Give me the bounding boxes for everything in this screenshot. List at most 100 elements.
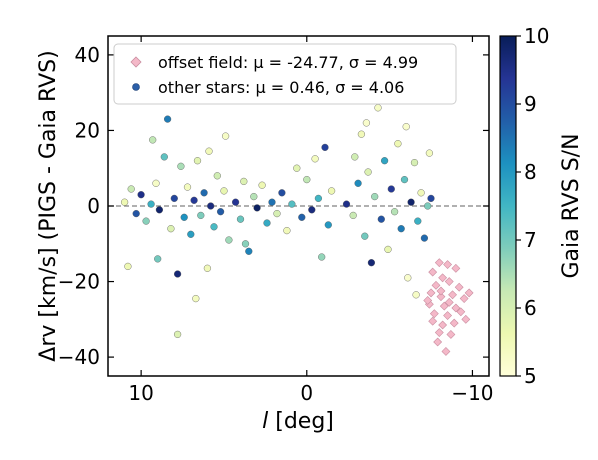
other-star-point <box>303 176 311 184</box>
x-axis-label: l [deg] <box>262 409 334 434</box>
other-star-point <box>236 215 245 223</box>
offset-field-point <box>438 320 448 330</box>
x-axis-ticks: 10 0 −10 <box>128 36 494 405</box>
x-tick-label: 10 <box>128 381 153 405</box>
offset-field-point <box>456 307 466 317</box>
other-star-point <box>258 181 266 189</box>
other-star-point <box>318 253 326 261</box>
other-star-point <box>414 217 422 225</box>
y-tick-label: −40 <box>58 345 100 369</box>
other-star-point <box>127 185 135 193</box>
legend-box <box>113 43 457 105</box>
other-star-point <box>147 200 155 208</box>
offset-field-point <box>426 288 436 298</box>
other-star-point <box>245 247 253 255</box>
other-stars-points <box>120 96 435 339</box>
other-star-point <box>174 330 182 339</box>
x-tick-label: 0 <box>300 381 313 405</box>
other-star-point <box>377 215 385 223</box>
other-star-point <box>424 202 432 210</box>
offset-field-point <box>443 260 453 269</box>
other-star-point <box>404 274 412 282</box>
other-star-point <box>241 240 250 248</box>
offset-field-point <box>454 282 464 292</box>
other-star-point <box>210 223 218 231</box>
other-star-point <box>149 136 157 144</box>
offset-field-point <box>441 347 451 356</box>
offset-field-point <box>446 330 456 339</box>
other-star-point <box>342 200 351 208</box>
other-star-point <box>407 198 415 206</box>
other-star-point <box>120 198 129 206</box>
other-star-point <box>381 157 389 165</box>
y-tick-label: 20 <box>75 118 100 142</box>
legend-marker-diamond <box>130 56 142 68</box>
other-star-point <box>314 194 323 203</box>
legend-label: offset field: μ = -24.77, σ = 4.99 <box>158 53 418 72</box>
other-star-point <box>367 259 376 267</box>
other-star-point <box>174 270 182 278</box>
other-star-point <box>200 189 208 197</box>
other-star-point <box>278 189 286 197</box>
other-star-point <box>283 227 291 235</box>
offset-field-point <box>449 318 459 328</box>
other-star-point <box>217 208 225 216</box>
other-star-point <box>420 234 429 242</box>
other-star-point <box>192 295 200 303</box>
offset-field-point <box>423 296 433 305</box>
offset-field-point <box>439 301 449 311</box>
offset-field-point <box>443 311 453 320</box>
y-axis-label: Δrv [km/s] (PIGS - Gaia RVS) <box>36 50 61 361</box>
x-tick-label: −10 <box>451 381 493 405</box>
other-star-point <box>183 183 192 191</box>
offset-field-point <box>436 292 446 302</box>
other-star-point <box>222 132 230 140</box>
colorbar-tick-label: 10 <box>524 24 549 48</box>
y-axis-ticks: −40 −20 0 20 40 <box>58 43 489 369</box>
offset-field-point <box>434 258 444 268</box>
offset-field-point <box>464 288 474 298</box>
offset-field-point <box>429 309 439 319</box>
colorbar-ticks: 5 6 7 8 9 10 <box>516 24 549 388</box>
colorbar: 5 6 7 8 9 10 Gaia RVS S/N <box>499 24 584 388</box>
offset-field-point <box>459 294 469 303</box>
other-star-point <box>324 221 332 229</box>
other-star-point <box>351 153 359 161</box>
other-star-point <box>321 143 329 152</box>
other-star-point <box>170 194 178 203</box>
x-axis-label-rest: [deg] <box>268 409 334 434</box>
offset-field-point <box>438 273 448 283</box>
other-star-point <box>361 232 369 240</box>
colorbar-tick-label: 9 <box>524 92 537 116</box>
offset-field-point <box>451 303 461 313</box>
other-star-point <box>410 159 419 167</box>
offset-field-point <box>444 277 454 286</box>
offset-field-point <box>436 286 446 296</box>
x-axis-label-italic: l <box>262 409 268 434</box>
other-star-point <box>197 211 205 220</box>
other-star-point <box>225 236 233 244</box>
other-star-point <box>180 213 188 221</box>
colorbar-tick-label: 6 <box>524 296 537 320</box>
other-star-point <box>371 193 379 201</box>
colorbar-tick-label: 5 <box>524 364 537 388</box>
other-star-point <box>397 225 405 233</box>
other-star-point <box>213 172 221 180</box>
other-star-point <box>124 262 132 271</box>
other-star-point <box>354 179 362 187</box>
offset-field-point <box>461 314 471 324</box>
other-star-point <box>205 147 213 155</box>
offset-field-point <box>451 263 461 273</box>
other-star-point <box>417 189 425 197</box>
other-star-point <box>207 202 215 210</box>
y-tick-label: 40 <box>75 43 100 67</box>
other-star-point <box>164 115 172 123</box>
legend-label: other stars: μ = 0.46, σ = 4.06 <box>158 78 404 97</box>
other-star-point <box>308 206 316 214</box>
other-star-point <box>311 155 319 163</box>
colorbar-tick-label: 7 <box>524 228 537 252</box>
legend: offset field: μ = -24.77, σ = 4.99 other … <box>113 43 457 105</box>
other-star-point <box>273 210 281 218</box>
other-star-point <box>193 157 202 165</box>
colorbar-gradient <box>499 35 517 377</box>
